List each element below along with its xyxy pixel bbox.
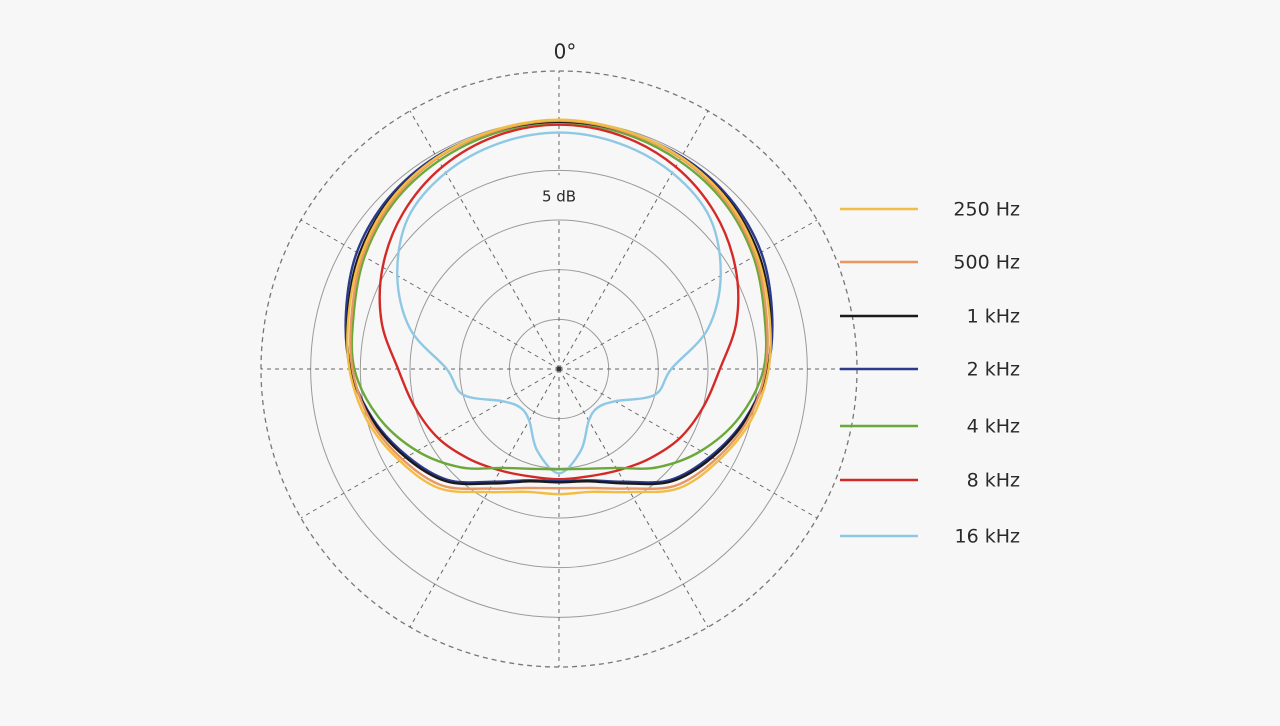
scale-label: 5 dB [542, 188, 576, 206]
spoke [558, 219, 818, 370]
polar-curve [345, 120, 773, 486]
polar-curve [346, 118, 772, 496]
scale-label-bg [533, 175, 585, 219]
center-dot [556, 366, 562, 372]
spoke [300, 368, 560, 519]
spoke [409, 110, 560, 370]
legend-label: 16 kHz [955, 526, 1021, 548]
spoke [558, 110, 709, 370]
polar-curve [378, 123, 740, 481]
legend-label: 4 kHz [967, 416, 1020, 438]
spoke [300, 219, 560, 370]
legend-label: 1 kHz [967, 306, 1020, 328]
ring [409, 219, 709, 519]
legend-label: 250 Hz [953, 199, 1020, 221]
polar-curve [396, 131, 722, 475]
ring [359, 169, 759, 569]
theta-label: 0° [554, 40, 577, 64]
polar-curve [350, 121, 768, 471]
spoke [409, 368, 560, 628]
legend-label: 500 Hz [953, 252, 1020, 274]
legend-label: 2 kHz [967, 359, 1020, 381]
spoke [558, 368, 818, 519]
spoke [558, 368, 709, 628]
legend-label: 8 kHz [967, 470, 1020, 492]
polar-curve [349, 119, 769, 490]
